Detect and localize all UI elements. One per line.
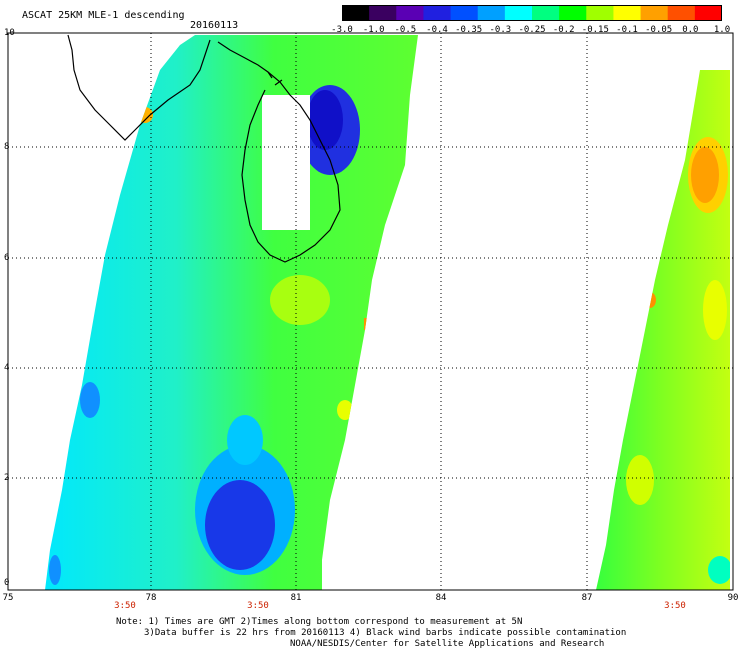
colorbar-swatch <box>667 5 696 21</box>
colorbar-swatch <box>369 5 397 21</box>
colorbar-label: -0.2 <box>552 25 575 35</box>
time-label: 3:50 <box>247 601 269 611</box>
colorbar-swatch <box>613 5 642 21</box>
colorbar-label: -0.4 <box>426 25 448 35</box>
colorbar-label: -0.25 <box>518 25 546 35</box>
colorbar-swatch <box>640 5 669 21</box>
y-tick-label: 0 <box>4 578 10 588</box>
map-frame <box>7 32 734 591</box>
time-label: 3:50 <box>114 601 136 611</box>
colorbar-swatch <box>504 5 533 21</box>
colorbar-swatch <box>532 5 560 21</box>
chart-title: ASCAT 25KM MLE-1 descending <box>22 10 185 21</box>
colorbar-swatch <box>342 5 370 21</box>
colorbar-swatch <box>477 5 506 21</box>
colorbar-swatch <box>423 5 452 21</box>
time-label: 3:50 <box>664 601 686 611</box>
lat-lon-grid <box>8 33 733 590</box>
x-tick-label: 87 <box>581 593 593 603</box>
y-tick-label: 10 <box>4 28 15 38</box>
y-tick-label: 8 <box>4 142 10 152</box>
east-swath <box>596 70 730 590</box>
colorbar-label: -1.0 <box>362 25 385 35</box>
colorbar-label: -0.3 <box>489 25 512 35</box>
colorbar-swatch <box>559 5 587 21</box>
note-line-1: Note: 1) Times are GMT 2)Times along bot… <box>116 617 523 627</box>
colorbar-label: -0.05 <box>645 25 673 35</box>
colorbar-label: -0.1 <box>616 25 638 35</box>
west-swath <box>45 35 418 590</box>
y-tick-label: 2 <box>4 473 10 483</box>
note-line-2: 3)Data buffer is 22 hrs from 20160113 4)… <box>144 628 627 638</box>
colorbar-label: 1.0 <box>713 25 731 35</box>
x-tick-label: 75 <box>2 593 14 603</box>
colorbar-labels: -3.0 -1.0 -0.5 -0.4 -0.35 -0.3 -0.25 -0.2 -0.15-… <box>330 25 740 37</box>
colorbar-swatch <box>586 5 614 21</box>
colorbar-swatch <box>694 5 722 21</box>
colorbar <box>342 5 722 21</box>
colorbar-label: -0.5 <box>394 25 417 35</box>
colorbar-swatch <box>450 5 479 21</box>
x-tick-label: 84 <box>435 593 447 603</box>
x-tick-label: 81 <box>290 593 302 603</box>
y-tick-label: 6 <box>4 253 10 263</box>
x-tick-label: 78 <box>145 593 157 603</box>
chart-date: 20160113 <box>190 20 239 31</box>
x-tick-label: 90 <box>727 593 739 603</box>
y-tick-label: 4 <box>4 363 10 373</box>
colorbar-label: 0.0 <box>682 25 699 35</box>
colorbar-label: -3.0 <box>331 25 353 35</box>
note-line-3: NOAA/NESDIS/Center for Satellite Applica… <box>290 639 605 649</box>
coastline <box>67 34 341 263</box>
colorbar-swatch <box>396 5 424 21</box>
colorbar-label: -0.35 <box>455 25 483 35</box>
colorbar-label: -0.15 <box>581 25 609 35</box>
